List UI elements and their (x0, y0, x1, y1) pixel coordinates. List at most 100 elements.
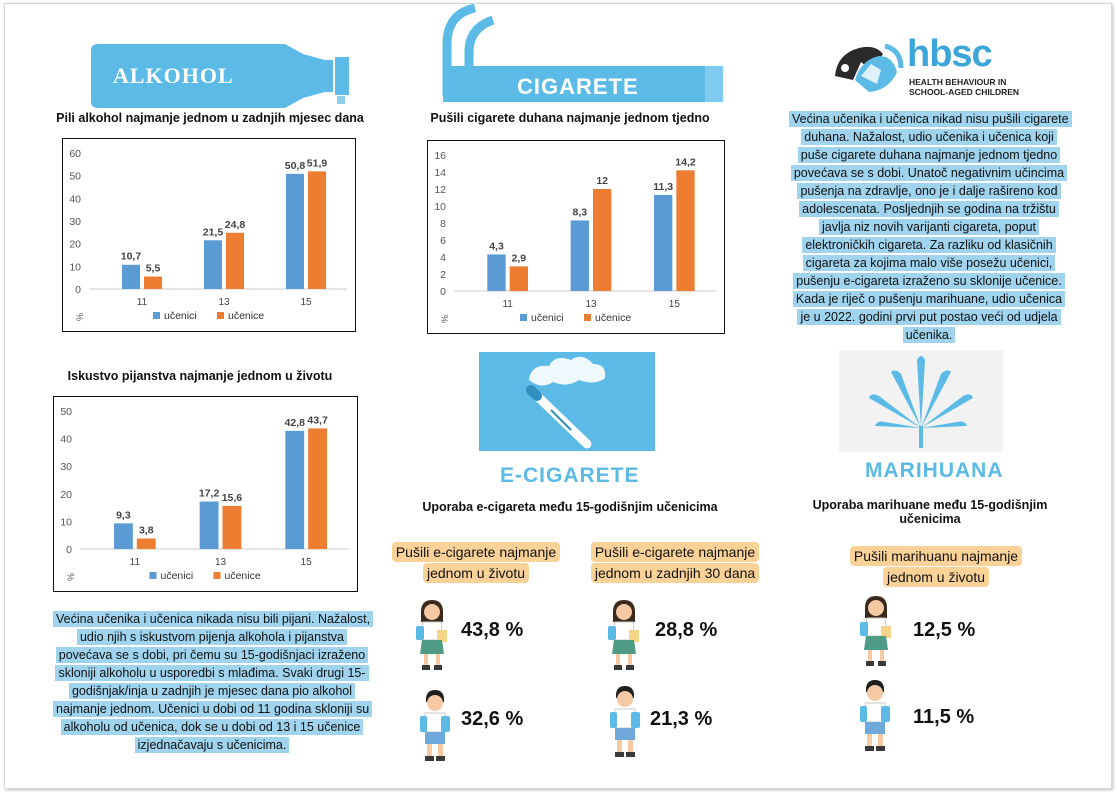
ecig-girls-30days-value: 28,8 % (655, 619, 717, 642)
bar-boys (204, 240, 222, 289)
hbsc-logo-text: hbsc (907, 33, 992, 76)
chart-drunk-lifetime: 0 10 20 30 40 50% 9,3 3,8 11 17,2 15,6 13 42,8 43,7 15… (53, 396, 358, 592)
marijuana-subtitle: Uporaba marihuane među 15-godišnjim učen… (795, 498, 1065, 526)
bar-girls (226, 233, 244, 289)
data-label: 4,3 (489, 240, 504, 252)
ecig-30days-tag-text: Pušili e-cigarete najmanje jednom u zadn… (591, 542, 759, 583)
y-tick-label: 16 (434, 150, 446, 162)
legend-swatch (214, 572, 221, 579)
data-label: 15,6 (222, 492, 243, 504)
y-tick-label: 14 (434, 167, 446, 179)
legend-swatch (153, 312, 160, 319)
boy-student-icon (857, 678, 893, 754)
bar-girls (593, 189, 611, 291)
legend-label: učenice (595, 312, 631, 324)
x-tick-label: 11 (130, 557, 141, 568)
y-tick-label: 40 (60, 434, 72, 446)
x-tick-label: 13 (215, 557, 227, 568)
y-tick-label: 50 (60, 406, 72, 418)
section-title-ecig: E-CIGARETE (500, 464, 640, 488)
x-tick-label: 13 (585, 299, 597, 310)
chart-svg: 0 10 20 30 40 50% 9,3 3,8 11 17,2 15,6 13 42,8 43,7 15… (54, 397, 357, 591)
x-tick-label: 11 (137, 297, 148, 308)
y-tick-label: 10 (69, 261, 81, 273)
bar-boys (487, 254, 505, 291)
bar-girls (144, 277, 162, 289)
data-label: 14,2 (675, 156, 696, 168)
marijuana-lifetime-tag: Pušili marihuanu najmanje jednom u život… (841, 546, 1031, 588)
chart-title-drunk: Iskustvo pijanstva najmanje jednom u živ… (35, 369, 365, 383)
data-label: 2,9 (512, 252, 527, 264)
bar-girls (510, 266, 528, 291)
y-tick-label: 60 (69, 148, 81, 160)
section-title-alcohol: ALKOHOL (113, 63, 234, 89)
boy-student-icon (417, 688, 453, 764)
y-tick-label: 2 (440, 269, 446, 281)
ecig-subtitle: Uporaba e-cigareta među 15-godišnjim uče… (405, 500, 735, 514)
bar-girls (308, 428, 327, 549)
marijuana-lifetime-tag-text: Pušili marihuanu najmanje jednom u život… (850, 546, 1022, 587)
bar-boys (286, 174, 304, 289)
alcohol-note: Većina učenika i učenica nikada nisu bil… (53, 610, 371, 754)
y-tick-label: 12 (434, 184, 446, 196)
chart-svg: 0 2 4 6 8 10 12 14 16% 4,3 2,9 11 8,3 12 13 11,3 14,2 15 u… (428, 141, 724, 333)
data-label: 3,8 (139, 525, 154, 537)
legend-label: učenice (225, 570, 261, 582)
ecig-girls-lifetime-value: 43,8 % (461, 619, 523, 642)
x-tick-label: 15 (300, 297, 312, 308)
ecig-lifetime-tag-text: Pušili e-cigarete najmanje jednom u živo… (392, 542, 560, 583)
bar-boys (654, 195, 672, 291)
bar-boys (285, 431, 304, 549)
x-tick-label: 13 (218, 297, 230, 308)
data-label: 9,3 (116, 509, 131, 521)
legend-swatch (150, 572, 157, 579)
legend-swatch (217, 312, 224, 319)
y-tick-label: 20 (60, 489, 72, 501)
y-tick-label: 0 (75, 284, 81, 296)
girl-student-icon (413, 598, 451, 672)
ecig-lifetime-tag: Pušili e-cigarete najmanje jednom u živo… (383, 542, 569, 584)
cigarettes-note: Većina učenika i učenica nikad nisu puši… (789, 110, 1069, 344)
y-tick-label: 0 (440, 286, 446, 298)
y-tick-label: 10 (60, 516, 72, 528)
section-title-cigarettes: CIGARETE (517, 74, 639, 100)
hbsc-logo-line2: SCHOOL-AGED CHILDREN (909, 87, 1019, 97)
x-tick-label: 11 (502, 299, 513, 310)
legend-swatch (584, 314, 591, 321)
e-cigarette-icon (479, 352, 655, 451)
data-label: 10,7 (121, 251, 142, 263)
data-label: 43,7 (307, 414, 328, 426)
marijuana-girls-lifetime-value: 12,5 % (913, 619, 975, 642)
bar-girls (223, 506, 242, 549)
y-tick-label: 10 (434, 201, 446, 213)
data-label: 17,2 (199, 488, 220, 500)
bar-boys (200, 502, 219, 549)
cigarettes-note-text: Većina učenika i učenica nikad nisu puši… (789, 111, 1072, 343)
x-tick-label: 15 (669, 299, 681, 310)
x-tick-label: 15 (301, 557, 313, 568)
legend-label: učenici (531, 312, 564, 324)
chart-svg: 0 10 20 30 40 50 60% 10,7 5,5 11 21,524,8 13 50,8 51,… (63, 139, 355, 331)
marijuana-boys-lifetime-value: 11,5 % (913, 706, 974, 729)
alcohol-note-text: Većina učenika i učenica nikada nisu bil… (53, 611, 373, 753)
y-tick-label: 50 (69, 171, 81, 183)
bar-girls (137, 539, 156, 549)
infographic-page: ALKOHOL CIGARETE hbsc HEALTH BEHAVIOUR I… (4, 3, 1112, 789)
section-title-marijuana: MARIHUANA (865, 459, 1004, 483)
chart-alcohol-month: 0 10 20 30 40 50 60% 10,7 5,5 11 21,5 24,8 13 50,8 51,… (62, 138, 356, 332)
data-label: 5,5 (146, 263, 161, 275)
data-label: 12 (596, 175, 608, 187)
y-tick-label: 8 (440, 218, 446, 230)
bar-boys (114, 523, 133, 549)
y-tick-label: 20 (69, 239, 81, 251)
y-tick-label: 0 (66, 544, 72, 556)
y-tick-label: 30 (69, 216, 81, 228)
data-label: 50,8 (285, 160, 306, 172)
bar-girls (676, 170, 694, 291)
hbsc-logo-icon (831, 40, 907, 98)
y-axis-label: % (66, 573, 76, 581)
data-label: 11,3 (653, 181, 673, 193)
girl-student-icon (857, 594, 895, 668)
data-label: 21,5 (203, 226, 224, 238)
girl-student-icon (605, 598, 643, 672)
